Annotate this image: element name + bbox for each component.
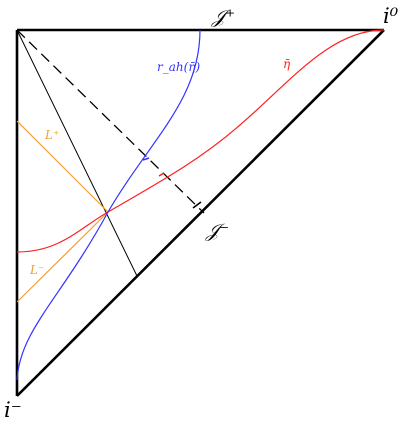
scri-minus-label: 𝒥⁻: [205, 220, 229, 242]
i-minus-label: i⁻: [4, 398, 22, 422]
tick-mark-red: [158, 172, 165, 177]
thin-black-line: [16, 29, 138, 277]
i-zero-label: i⁰: [383, 4, 399, 28]
l-minus-label: L⁻: [29, 263, 44, 277]
scri-minus-boundary: [16, 29, 385, 397]
tick-mark-black: [192, 201, 202, 209]
tick-mark-blue: [142, 157, 150, 161]
l-plus-label: L⁺: [44, 128, 59, 142]
l-minus-line: [16, 211, 109, 303]
eta-bar-curve: [16, 29, 385, 253]
r-ah-curve: [16, 29, 201, 381]
dashed-line: [16, 29, 205, 214]
eta-bar-label: η̄: [283, 57, 291, 71]
l-plus-line: [16, 120, 109, 213]
r-ah-label: r_ah(η̄): [157, 60, 200, 74]
scri-plus-label: 𝒥⁺: [211, 6, 235, 28]
